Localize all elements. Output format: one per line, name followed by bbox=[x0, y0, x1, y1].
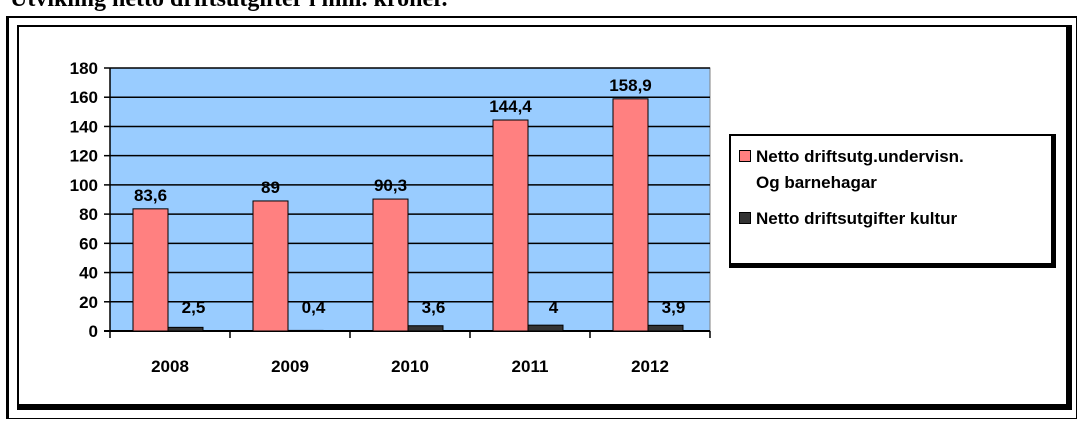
y-tick-label-80: 80 bbox=[79, 205, 98, 224]
data-label-kultur-2008: 2,5 bbox=[182, 298, 206, 317]
legend-swatch-undervisning bbox=[739, 150, 751, 162]
data-label-undervisning-2010: 90,3 bbox=[374, 176, 407, 195]
x-tick-label-2012: 2012 bbox=[631, 357, 669, 376]
legend-swatch-kultur bbox=[739, 212, 751, 224]
y-tick-label-20: 20 bbox=[79, 293, 98, 312]
legend-label-undervisning-line1: Netto driftsutg.undervisn. bbox=[756, 147, 964, 166]
bar-undervisning-2008 bbox=[132, 208, 169, 332]
y-tick-label-100: 100 bbox=[70, 176, 98, 195]
bar-kultur-2009 bbox=[287, 329, 324, 332]
x-tick-label-2011: 2011 bbox=[512, 357, 549, 376]
bar-undervisning-2011 bbox=[492, 119, 529, 332]
data-label-undervisning-2012: 158,9 bbox=[609, 76, 652, 95]
outer-frame bbox=[6, 16, 1077, 419]
bar-undervisning-2009 bbox=[252, 200, 289, 332]
bar-undervisning-2010 bbox=[372, 198, 409, 332]
y-tick-label-120: 120 bbox=[70, 147, 98, 166]
y-tick-label-180: 180 bbox=[70, 59, 98, 78]
data-label-kultur-2012: 3,9 bbox=[662, 298, 686, 317]
data-label-undervisning-2008: 83,6 bbox=[134, 186, 167, 205]
bar-kultur-2008 bbox=[167, 326, 204, 332]
x-tick-label-2009: 2009 bbox=[271, 357, 309, 376]
data-label-undervisning-2011: 144,4 bbox=[489, 97, 532, 116]
bar-undervisning-2012 bbox=[612, 98, 649, 332]
y-tick-label-140: 140 bbox=[70, 117, 98, 136]
y-tick-label-160: 160 bbox=[70, 88, 98, 107]
chart-legend: Netto driftsutg.undervisn. Og barnehagar… bbox=[729, 134, 1056, 268]
x-tick-label-2008: 2008 bbox=[151, 357, 189, 376]
bar-kultur-2012 bbox=[647, 324, 684, 332]
data-label-kultur-2010: 3,6 bbox=[422, 298, 446, 317]
x-tick-label-2010: 2010 bbox=[391, 357, 429, 376]
y-tick-label-60: 60 bbox=[79, 234, 98, 253]
data-label-kultur-2011: 4 bbox=[549, 298, 559, 317]
y-tick-label-40: 40 bbox=[79, 264, 98, 283]
y-tick-label-0: 0 bbox=[89, 322, 98, 341]
data-label-undervisning-2009: 89 bbox=[261, 178, 280, 197]
data-label-kultur-2009: 0,4 bbox=[302, 298, 326, 317]
page-title: Utvikling netto driftsutgifter i mill. k… bbox=[10, 0, 448, 13]
legend-label-undervisning-line2: Og barnehagar bbox=[756, 173, 877, 192]
bar-kultur-2010 bbox=[407, 325, 444, 332]
bar-kultur-2011 bbox=[527, 324, 564, 332]
legend-label-kultur: Netto driftsutgifter kultur bbox=[756, 209, 958, 228]
